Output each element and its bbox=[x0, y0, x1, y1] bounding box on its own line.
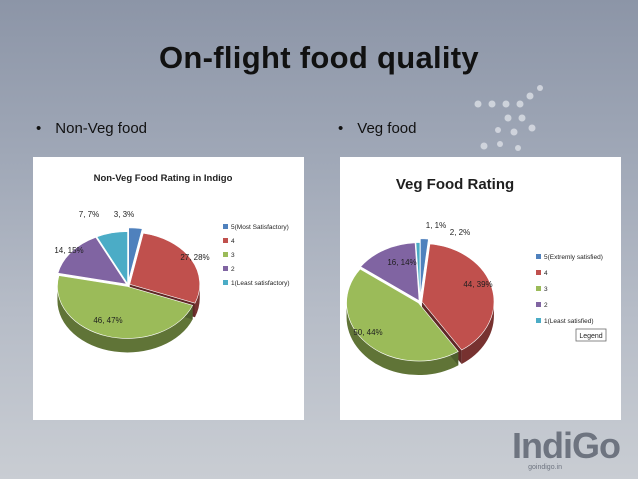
bullet-dot: • bbox=[36, 120, 42, 137]
legend-label: 2 bbox=[231, 266, 235, 273]
legend-swatch bbox=[223, 252, 228, 257]
legend-label: 3 bbox=[231, 252, 235, 259]
pie-slice bbox=[421, 243, 495, 351]
pie-slice bbox=[96, 231, 128, 285]
legend-label: 2 bbox=[544, 302, 548, 309]
pie-data-label: 27, 28% bbox=[180, 253, 209, 262]
legend-label: 4 bbox=[544, 270, 548, 277]
pie-tops bbox=[57, 227, 201, 339]
legend-swatch bbox=[536, 286, 541, 291]
brand-logo: IndiGo goindigo.in bbox=[512, 425, 621, 472]
legend-swatch bbox=[223, 280, 228, 285]
pie-slice bbox=[57, 236, 128, 285]
pie-data-label: 3, 3% bbox=[114, 210, 134, 219]
bullet-label: Non-Veg food bbox=[55, 120, 148, 137]
pie-slice bbox=[415, 242, 421, 301]
bullet-dot: • bbox=[338, 120, 344, 137]
pie-slice bbox=[128, 227, 143, 280]
legend-tooltip-box bbox=[575, 328, 607, 342]
legend-swatch bbox=[536, 270, 541, 275]
legend-swatch bbox=[536, 318, 541, 323]
bullet-veg: • Veg food bbox=[338, 120, 417, 137]
pie-slice bbox=[57, 275, 194, 339]
chart-title: Veg Food Rating bbox=[396, 176, 514, 193]
pie-slice-side bbox=[194, 284, 200, 318]
pie-slice bbox=[346, 268, 459, 362]
brand-name: IndiGo bbox=[512, 425, 621, 466]
legend-swatch bbox=[223, 224, 228, 229]
legend-swatch bbox=[223, 266, 228, 271]
pie-tops bbox=[346, 238, 495, 362]
pie-slice bbox=[360, 242, 420, 302]
pie-data-label: 1, 1% bbox=[426, 221, 446, 230]
pie-slice-side bbox=[346, 303, 459, 376]
pie-slice bbox=[129, 232, 201, 304]
veg-pie-chart: Veg Food Rating 2, 2% 44, 39% 50, 44% 16, 14… bbox=[346, 176, 607, 376]
legend-swatch bbox=[536, 302, 541, 307]
pie-data-label: 50, 44% bbox=[353, 328, 382, 337]
pie-data-label: 46, 47% bbox=[93, 316, 122, 325]
bullet-label: Veg food bbox=[357, 120, 417, 137]
pie-slice-side bbox=[57, 286, 193, 353]
chart-legend: 5(Extremly satisfied) 4 3 2 1(Least satisfie… bbox=[536, 254, 603, 325]
legend-label: 1(Least satisfactory) bbox=[231, 280, 290, 287]
legend-swatch bbox=[536, 254, 541, 259]
chart-panel-non-veg: Non-Veg Food Rating in Indigo 3, 3% 27, 28… bbox=[33, 157, 304, 420]
bullet-non-veg: • Non-Veg food bbox=[36, 120, 147, 137]
brand-url: goindigo.in bbox=[528, 464, 562, 471]
legend-label: 4 bbox=[231, 238, 235, 245]
pie-data-label: 14, 15% bbox=[54, 246, 83, 255]
chart-legend: 5(Most Satisfactory) 4 3 2 1(Least satisfact… bbox=[223, 224, 290, 287]
legend-swatch bbox=[223, 238, 228, 243]
pie-slice-side bbox=[461, 301, 494, 365]
pie-data-label: 2, 2% bbox=[450, 228, 470, 237]
legend-label: 5(Most Satisfactory) bbox=[231, 224, 289, 231]
pie-data-label: 7, 7% bbox=[79, 210, 99, 219]
legend-tooltip: Legend bbox=[579, 333, 602, 340]
pie-data-label: 44, 39% bbox=[463, 280, 492, 289]
chart-title: Non-Veg Food Rating in Indigo bbox=[94, 173, 233, 184]
slide-title: On-flight food quality bbox=[159, 40, 479, 75]
pie-data-label: 16, 14% bbox=[387, 258, 416, 267]
legend-label: 1(Least satisfied) bbox=[544, 318, 594, 325]
legend-label: 5(Extremly satisfied) bbox=[544, 254, 603, 261]
pie-slice bbox=[420, 238, 429, 297]
non-veg-pie-chart: Non-Veg Food Rating in Indigo 3, 3% 27, 28… bbox=[54, 173, 290, 353]
legend-label: 3 bbox=[544, 286, 548, 293]
dots-decoration-icon bbox=[474, 85, 543, 151]
chart-panel-veg: Veg Food Rating 2, 2% 44, 39% 50, 44% 16, 14… bbox=[340, 157, 621, 420]
